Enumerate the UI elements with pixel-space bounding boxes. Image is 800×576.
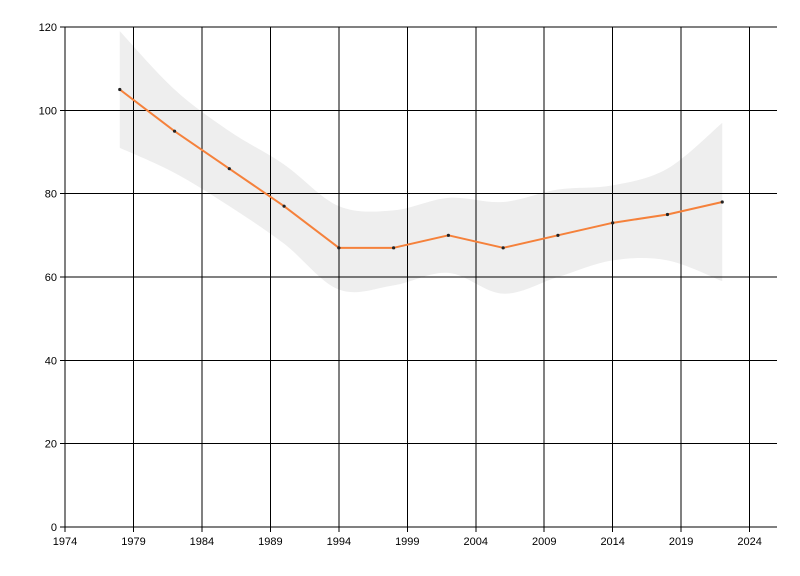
y-tick-label: 100 <box>39 105 57 117</box>
x-tick-label: 2004 <box>464 536 488 548</box>
y-tick-label: 0 <box>51 522 57 534</box>
y-tick-label: 120 <box>39 22 57 34</box>
axes <box>60 26 777 532</box>
data-point <box>720 200 724 204</box>
y-tick-label: 40 <box>45 355 57 367</box>
x-tick-label: 2019 <box>669 536 693 548</box>
data-point <box>282 204 286 208</box>
series-layer <box>118 87 724 250</box>
x-tick-label: 1994 <box>327 536 351 548</box>
x-tick-label: 1999 <box>395 536 419 548</box>
series-line <box>119 88 723 249</box>
data-point <box>227 167 231 171</box>
tick-labels: 1974 1979 1984 1989 1994 1999 2004 2009 2014 2019… <box>39 22 762 548</box>
data-point <box>118 87 122 92</box>
data-point <box>337 246 341 250</box>
x-tick-label: 1979 <box>121 536 145 548</box>
x-tick-label: 1984 <box>190 536 214 548</box>
data-point <box>611 221 615 225</box>
data-point <box>665 212 670 217</box>
data-point <box>446 233 450 237</box>
x-tick-label: 2009 <box>532 536 556 548</box>
y-tick-label: 20 <box>45 439 57 451</box>
data-point <box>556 233 560 237</box>
x-tick-label: 1989 <box>258 536 282 548</box>
gridlines <box>64 26 777 528</box>
data-point <box>392 246 396 250</box>
data-point <box>501 246 505 250</box>
x-tick-label: 2024 <box>737 536 761 548</box>
data-point <box>172 129 177 133</box>
x-tick-label: 1974 <box>53 536 77 548</box>
y-tick-label: 80 <box>45 189 57 201</box>
x-tick-label: 2014 <box>600 536 624 548</box>
y-tick-label: 60 <box>45 272 57 284</box>
